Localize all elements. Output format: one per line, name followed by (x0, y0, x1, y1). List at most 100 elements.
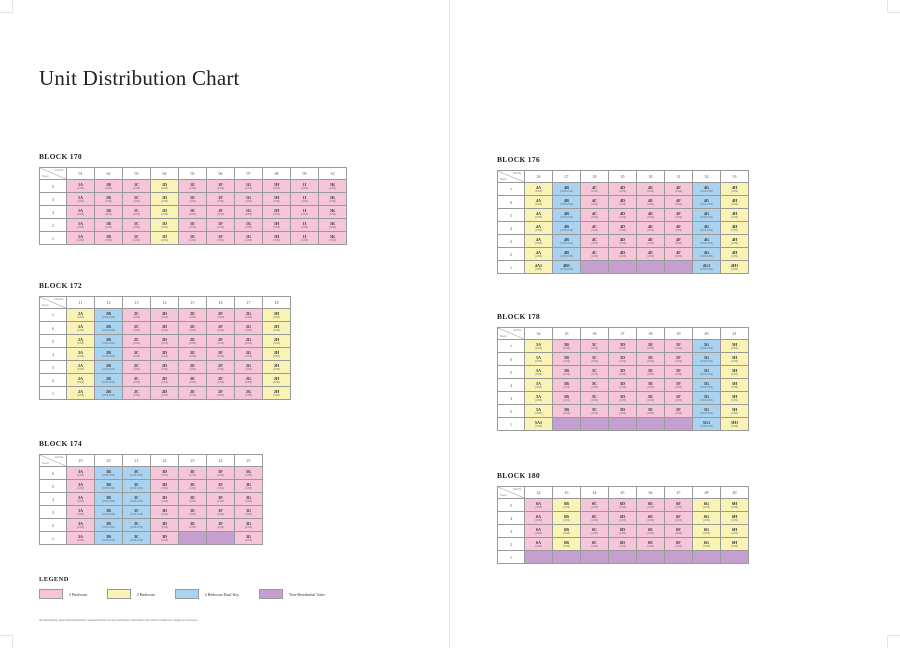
unit-cell: 6D (1056) (608, 537, 637, 551)
block-172: BLOCK 172 Unit No. Storey 11 12 13 14 15 16 17 18 7… (39, 281, 291, 400)
unit-area-label: (1056) (535, 242, 542, 245)
unit-cell: 5F (1056) (664, 352, 693, 366)
unit-type-label: 2A (77, 350, 84, 355)
unit-type-label: 1A (77, 195, 84, 200)
unit-cell: 2E (1056) (178, 347, 207, 361)
storey-label: 2 (497, 247, 525, 261)
non-residential-cell (552, 550, 581, 564)
unit-cell: 6C (1056) (580, 498, 609, 512)
unit-cell: 2G (1056) (234, 308, 263, 322)
unit-cell: 5F (1056) (664, 391, 693, 405)
storey-label: 3 (39, 360, 67, 374)
unit-area-label: (1056/1056) (560, 229, 573, 232)
unit-type-label: 2G (245, 376, 252, 381)
unit-cell: 4G (1056/1056) (692, 182, 721, 196)
unit-area-label: (1056) (217, 226, 224, 229)
unit-type-label: 3C (133, 521, 140, 526)
unit-area-label: (1056) (273, 394, 280, 397)
unit-type-label: 6G (703, 501, 710, 506)
unit-area-label: (1056) (647, 373, 654, 376)
unit-area-label: (1056) (161, 226, 168, 229)
unit-cell: 2A (1056) (66, 347, 95, 361)
unit-number-header-row: Unit No. Storey 11 12 13 14 15 16 17 18 (39, 296, 291, 309)
storey-label: 4 (39, 192, 67, 206)
unit-area-label: (1056) (133, 316, 140, 319)
unit-area-label: (1056) (273, 342, 280, 345)
unit-cell: 6E (1056) (636, 498, 665, 512)
table-row: 3 1A (1056) 1B (1056) 1C (1056) 1D (1056) 1E (1056… (39, 205, 347, 219)
unit-area-label: (1056) (189, 513, 196, 516)
unit-cell: 4E (1056) (636, 182, 665, 196)
unit-area-label: (1056) (619, 545, 626, 548)
unit-number-header: 33 (720, 170, 749, 183)
unit-type-label: 2F (218, 350, 223, 355)
unit-cell: 3B (1056/1056) (94, 466, 123, 480)
unit-number-header: 27 (552, 170, 581, 183)
unit-area-label: (1056) (217, 342, 224, 345)
unit-type-label: 3E (190, 495, 195, 500)
unit-area-label: (1056) (647, 229, 654, 232)
unit-cell: 3D (1056) (150, 505, 179, 519)
unit-area-label: (1056) (161, 187, 168, 190)
unit-type-label: 1B (106, 221, 111, 226)
unit-number-header: 16 (206, 296, 235, 309)
unit-area-label: (1056/1056) (700, 268, 713, 271)
unit-area-label: (1056/1056) (560, 203, 573, 206)
unit-type-label: 6H (731, 501, 738, 506)
non-residential-cell (636, 260, 665, 274)
unit-number-header: 19 (66, 454, 95, 467)
unit-area-label: (1056) (591, 412, 598, 415)
unit-area-label: (1056) (161, 500, 168, 503)
unit-area-label: (1056) (535, 545, 542, 548)
unit-cell: 5H (1056) (720, 339, 749, 353)
unit-cell: 1K (1056) (318, 192, 347, 206)
unit-area-label: (1056) (77, 342, 84, 345)
unit-cell: 1E (1056) (178, 218, 207, 232)
table-row: 4 1A (1056) 1B (1056) 1C (1056) 1D (1056) 1E (1056… (39, 192, 347, 206)
table-row: 2 2A (1056) 2B (1056/1056) 2C (1056) 2D (1056) 2E… (39, 373, 291, 387)
unit-area-label: (1056) (675, 229, 682, 232)
unit-type-label: 4F (676, 198, 681, 203)
unit-area-label: (1056) (189, 487, 196, 490)
unit-area-label: (1056) (189, 526, 196, 529)
unit-type-label: 1A (77, 234, 84, 239)
unit-type-label: 2E (190, 324, 195, 329)
unit-area-label: (1056/1056) (102, 381, 115, 384)
unit-area-label: (1056) (731, 229, 738, 232)
unit-type-label: 5A (535, 342, 542, 347)
unit-area-label: (1056) (675, 360, 682, 363)
unit-area-label: (1056) (563, 386, 570, 389)
unit-area-label: (1056) (301, 200, 308, 203)
unit-number-header: 39 (664, 327, 693, 340)
unit-cell: 1F (1056) (206, 192, 235, 206)
unit-cell: 5E (1056) (636, 378, 665, 392)
unit-cell: 2H (1056) (262, 373, 291, 387)
table-row: 6 3A (1056) 3B (1056/1056) 3C (1056/1056) 3D (10… (39, 466, 263, 480)
unit-cell: 5B (1056) (552, 352, 581, 366)
unit-area-label: (1056) (675, 399, 682, 402)
unit-type-label: 6H (731, 514, 738, 519)
unit-cell: 4E (1056) (636, 208, 665, 222)
unit-cell: 4D (1056) (608, 221, 637, 235)
unit-area-label: (1056) (563, 412, 570, 415)
unit-cell: 6D (1056) (608, 498, 637, 512)
unit-area-label: (1056) (273, 355, 280, 358)
unit-cell: 3B (1056/1056) (94, 492, 123, 506)
table-row: 5 6A (1056) 6B (1056) 6C (1056) 6D (1056) 6E (1056… (497, 498, 749, 512)
unit-cell: 2G (1056) (234, 334, 263, 348)
unit-cell: 2E (1056) (178, 373, 207, 387)
unit-distribution-table: Unit No. Storey 19 20 21 22 23 24 25 6 3A (1056) 3B(… (39, 454, 263, 545)
unit-cell: 6B (1056) (552, 524, 581, 538)
unit-number-header: 15 (178, 296, 207, 309)
unit-type-label: 1A (77, 208, 84, 213)
unit-cell: 1D (1056) (150, 218, 179, 232)
unit-type-label: 1K (329, 182, 336, 187)
unit-cell: 6A (1056) (524, 498, 553, 512)
unit-area-label: (1056) (731, 255, 738, 258)
unit-area-label: (1056) (161, 368, 168, 371)
unit-cell: 6F (1056) (664, 524, 693, 538)
unit-cell: 2A (1056) (66, 386, 95, 400)
unit-area-label: (1056) (591, 399, 598, 402)
unit-cell: 4B (1056/1056) (552, 247, 581, 261)
unit-cell: 4G1 (1056/1056) (692, 260, 721, 274)
